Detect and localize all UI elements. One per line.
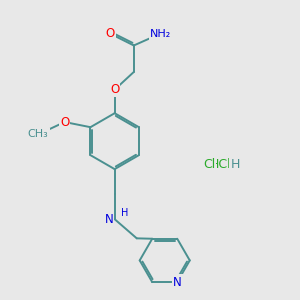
Text: O: O [110, 83, 119, 96]
Text: O: O [106, 27, 115, 40]
Text: N: N [173, 276, 182, 289]
Text: H: H [231, 158, 240, 171]
Text: Cl: Cl [203, 158, 215, 171]
Text: CH₃: CH₃ [28, 129, 49, 139]
Text: HCl: HCl [210, 158, 232, 171]
Text: H: H [121, 208, 129, 218]
Text: O: O [60, 116, 69, 128]
Text: N: N [104, 213, 113, 226]
Text: NH₂: NH₂ [150, 29, 171, 39]
